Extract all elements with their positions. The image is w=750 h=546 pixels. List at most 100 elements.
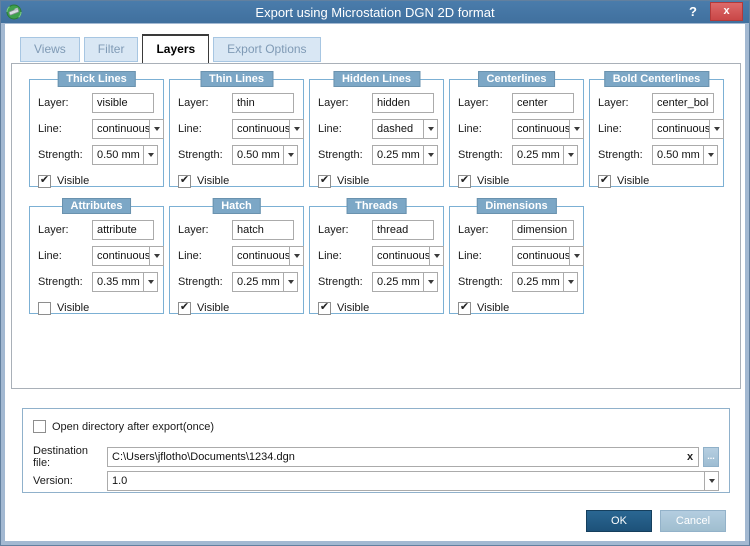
- line-dropdown[interactable]: continuous: [652, 119, 724, 139]
- layer-group: Dimensions Layer: Line: continuous Stren…: [449, 198, 584, 315]
- visible-checkbox[interactable]: ✔: [178, 174, 191, 188]
- chevron-down-icon: [709, 120, 723, 138]
- layer-input[interactable]: [232, 220, 294, 240]
- strength-label: Strength:: [318, 149, 363, 161]
- browse-button[interactable]: ...: [703, 447, 719, 467]
- chevron-down-icon: [149, 120, 163, 138]
- chevron-down-icon: [143, 146, 157, 164]
- group-title: Threads: [346, 198, 407, 214]
- layer-input[interactable]: [232, 93, 294, 113]
- chevron-down-icon: [429, 247, 443, 265]
- title-bar: Export using Microstation DGN 2D format …: [1, 1, 749, 23]
- layer-label: Layer:: [598, 97, 629, 109]
- chevron-down-icon: [283, 273, 297, 291]
- group-title: Attributes: [61, 198, 132, 214]
- layer-input[interactable]: [372, 220, 434, 240]
- line-label: Line:: [38, 250, 62, 262]
- line-value: continuous: [657, 123, 709, 135]
- version-dropdown[interactable]: 1.0: [107, 471, 719, 491]
- tab-layers[interactable]: Layers: [142, 34, 210, 63]
- destination-file-label: Destination file:: [33, 445, 89, 469]
- strength-dropdown[interactable]: 0.25 mm: [372, 272, 438, 292]
- visible-checkbox[interactable]: ✔: [318, 301, 331, 315]
- line-label: Line:: [318, 250, 342, 262]
- layer-input[interactable]: [92, 93, 154, 113]
- layer-input[interactable]: [92, 220, 154, 240]
- check-icon: ✔: [459, 174, 470, 186]
- check-icon: ✔: [459, 301, 470, 313]
- strength-dropdown[interactable]: 0.50 mm: [232, 145, 298, 165]
- line-dropdown[interactable]: continuous: [372, 246, 444, 266]
- strength-value: 0.50 mm: [237, 149, 280, 161]
- layer-group: Thick Lines Layer: Line: continuous Stre…: [29, 71, 164, 188]
- layer-label: Layer:: [178, 97, 209, 109]
- line-value: continuous: [377, 250, 429, 262]
- strength-dropdown[interactable]: 0.25 mm: [512, 272, 578, 292]
- strength-dropdown[interactable]: 0.25 mm: [512, 145, 578, 165]
- chevron-down-icon: [423, 273, 437, 291]
- line-dropdown[interactable]: continuous: [92, 246, 164, 266]
- strength-label: Strength:: [458, 276, 503, 288]
- chevron-down-icon: [704, 472, 718, 490]
- visible-label: Visible: [197, 302, 230, 314]
- chevron-down-icon: [289, 247, 303, 265]
- layer-group: Centerlines Layer: Line: continuous Stre…: [449, 71, 584, 188]
- layer-input[interactable]: [372, 93, 434, 113]
- open-directory-label: Open directory after export(once): [52, 420, 215, 433]
- ok-button[interactable]: OK: [586, 510, 652, 532]
- strength-dropdown[interactable]: 0.50 mm: [652, 145, 718, 165]
- strength-dropdown[interactable]: 0.25 mm: [372, 145, 438, 165]
- line-dropdown[interactable]: continuous: [232, 246, 304, 266]
- group-title: Thick Lines: [57, 71, 136, 87]
- strength-value: 0.50 mm: [97, 149, 140, 161]
- line-dropdown[interactable]: continuous: [512, 119, 584, 139]
- chevron-down-icon: [703, 146, 717, 164]
- visible-checkbox[interactable]: ✔: [458, 174, 471, 188]
- layer-label: Layer:: [38, 224, 69, 236]
- layer-input[interactable]: [512, 93, 574, 113]
- chevron-down-icon: [569, 120, 583, 138]
- chevron-down-icon: [569, 247, 583, 265]
- group-title: Hatch: [212, 198, 261, 214]
- tab-views[interactable]: Views: [20, 37, 80, 62]
- chevron-down-icon: [563, 146, 577, 164]
- visible-checkbox[interactable]: ✔: [178, 301, 191, 315]
- visible-checkbox[interactable]: ✔: [38, 174, 51, 188]
- visible-label: Visible: [477, 175, 510, 187]
- chevron-down-icon: [563, 273, 577, 291]
- close-button[interactable]: x: [710, 2, 743, 21]
- destination-file-input[interactable]: [108, 451, 682, 463]
- line-label: Line:: [458, 250, 482, 262]
- line-dropdown[interactable]: continuous: [512, 246, 584, 266]
- group-row-2: Attributes Layer: Line: continuous Stren…: [29, 198, 584, 315]
- strength-dropdown[interactable]: 0.50 mm: [92, 145, 158, 165]
- visible-label: Visible: [337, 175, 370, 187]
- layer-input[interactable]: [512, 220, 574, 240]
- open-directory-checkbox[interactable]: ✔: [33, 420, 46, 433]
- cancel-button[interactable]: Cancel: [660, 510, 726, 532]
- tab-filter[interactable]: Filter: [83, 37, 139, 62]
- chevron-down-icon: [143, 273, 157, 291]
- layer-label: Layer:: [318, 224, 349, 236]
- line-label: Line:: [458, 123, 482, 135]
- help-button[interactable]: ?: [689, 4, 697, 19]
- check-icon: ✔: [39, 174, 50, 186]
- chevron-down-icon: [423, 146, 437, 164]
- visible-checkbox[interactable]: ✔: [598, 174, 611, 188]
- layer-input[interactable]: [652, 93, 714, 113]
- line-dropdown[interactable]: continuous: [92, 119, 164, 139]
- layers-tab-page: Thick Lines Layer: Line: continuous Stre…: [11, 63, 741, 389]
- tab-export-options[interactable]: Export Options: [213, 37, 321, 62]
- strength-dropdown[interactable]: 0.35 mm: [92, 272, 158, 292]
- strength-value: 0.25 mm: [237, 276, 280, 288]
- visible-checkbox[interactable]: ✔: [38, 301, 51, 315]
- chevron-down-icon: [149, 247, 163, 265]
- line-dropdown[interactable]: dashed: [372, 119, 438, 139]
- clear-icon[interactable]: x: [686, 451, 694, 463]
- strength-dropdown[interactable]: 0.25 mm: [232, 272, 298, 292]
- visible-label: Visible: [57, 302, 90, 314]
- version-label: Version:: [33, 475, 73, 487]
- visible-checkbox[interactable]: ✔: [318, 174, 331, 188]
- visible-checkbox[interactable]: ✔: [458, 301, 471, 315]
- line-dropdown[interactable]: continuous: [232, 119, 304, 139]
